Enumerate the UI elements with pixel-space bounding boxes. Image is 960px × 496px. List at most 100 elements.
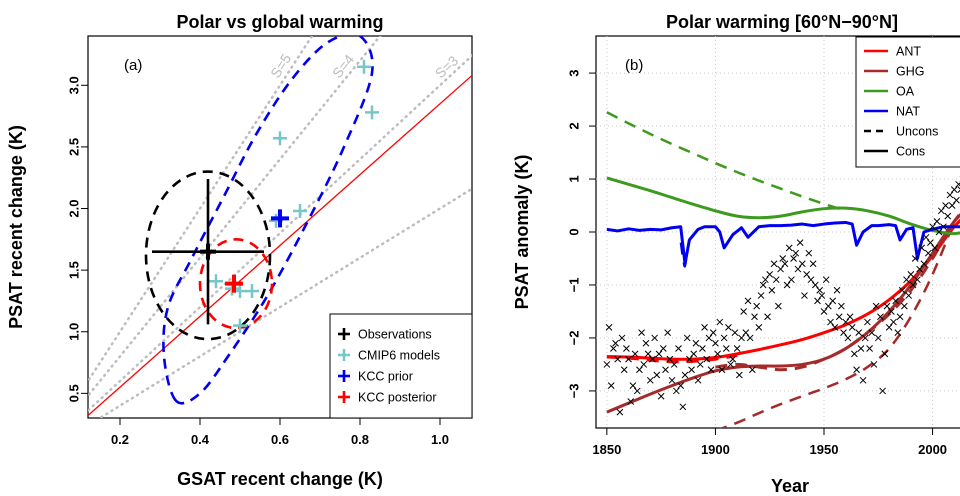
observation-marker <box>940 223 947 231</box>
legend-box <box>329 313 473 419</box>
observation-marker <box>809 260 817 268</box>
observation-marker-b <box>679 403 687 411</box>
observation-marker <box>699 345 706 352</box>
observation-marker-b <box>785 244 793 252</box>
cmip6-point <box>365 105 379 120</box>
observations-markers <box>603 175 960 416</box>
observation-marker <box>614 355 622 363</box>
legend-label: Cons <box>896 145 925 159</box>
observation-marker-b <box>742 329 750 337</box>
observation-marker <box>642 339 650 347</box>
observation-marker <box>688 366 695 374</box>
observation-marker <box>911 255 919 262</box>
slope-line <box>88 36 382 398</box>
observation-marker <box>794 265 802 273</box>
observation-marker-b <box>801 292 808 299</box>
observation-marker <box>814 297 821 305</box>
observation-marker <box>712 339 719 347</box>
observation-marker-b <box>675 345 682 352</box>
observation-marker-b <box>692 339 700 347</box>
observation-marker-b <box>746 334 754 342</box>
observation-marker <box>861 334 869 342</box>
observation-marker-b <box>833 286 841 294</box>
legend-swatch <box>338 391 350 403</box>
observation-marker-b <box>701 323 708 331</box>
observation-marker <box>842 318 850 326</box>
observation-marker-b <box>605 323 613 331</box>
observation-marker-b <box>618 334 626 342</box>
observation-marker-b <box>940 223 947 231</box>
observation-marker-b <box>705 334 713 342</box>
observation-marker <box>690 350 698 358</box>
observation-marker-b <box>816 286 824 294</box>
panel-b-legend: ANT GHG OA NAT Uncons Cons <box>855 36 960 168</box>
observation-marker <box>759 281 767 289</box>
observation-marker-b <box>748 366 756 374</box>
observation-marker-b <box>935 228 943 236</box>
observation-marker-b <box>794 265 802 273</box>
observation-marker <box>785 244 793 252</box>
observation-marker <box>735 371 743 379</box>
observation-marker-b <box>699 345 706 352</box>
observation-marker-b <box>814 297 821 305</box>
observation-marker <box>638 329 645 337</box>
observation-marker <box>798 260 806 268</box>
observation-marker-b <box>900 302 908 310</box>
observation-marker <box>714 350 721 358</box>
observation-marker <box>933 218 941 225</box>
observation-marker-b <box>842 318 850 326</box>
legend-box <box>855 36 960 168</box>
observation-marker <box>859 376 867 384</box>
observation-marker-b <box>668 376 676 384</box>
observation-marker <box>948 202 956 209</box>
y-tick-label: 0.5 <box>67 384 82 402</box>
observation-marker-b <box>846 313 854 321</box>
observation-marker <box>857 345 865 352</box>
observation-marker <box>707 366 715 374</box>
observation-marker-b <box>718 366 726 374</box>
series-oa-solid <box>606 176 960 236</box>
observation-marker <box>672 387 680 395</box>
panel-a-ylabel: PSAT recent change (K) <box>6 125 26 329</box>
observation-marker <box>931 244 939 252</box>
observation-marker <box>742 329 750 337</box>
observation-marker-b <box>777 265 784 273</box>
observation-marker-b <box>844 334 852 342</box>
observation-marker <box>885 323 893 331</box>
observation-marker <box>811 281 819 289</box>
observation-marker <box>633 387 641 395</box>
observation-marker-b <box>649 355 656 363</box>
observation-marker <box>838 302 845 310</box>
observation-marker-b <box>764 313 771 321</box>
observation-marker-b <box>636 366 643 374</box>
observation-marker-b <box>659 345 667 352</box>
observation-marker <box>725 323 732 331</box>
observation-marker <box>772 276 780 284</box>
x-tick-label: 0.4 <box>191 432 210 447</box>
x-tick-label: 0.6 <box>271 432 289 447</box>
y-tick-label: −3 <box>567 384 582 399</box>
observation-marker <box>686 355 693 363</box>
observation-marker <box>868 329 876 337</box>
slope-line <box>88 36 314 384</box>
observation-marker-b <box>894 329 902 337</box>
observation-marker-b <box>696 361 704 368</box>
observation-marker-b <box>877 313 884 321</box>
observation-marker-b <box>924 249 932 257</box>
slope-line <box>88 54 472 413</box>
legend-label: KCC posterior <box>358 391 437 405</box>
observation-marker <box>679 403 687 411</box>
observation-marker <box>770 260 778 268</box>
observation-marker <box>618 334 626 342</box>
observation-marker-b <box>879 387 886 395</box>
observation-marker <box>846 313 854 321</box>
observation-marker <box>646 376 654 384</box>
observation-marker <box>851 350 858 358</box>
observation-marker <box>840 329 847 337</box>
kcc-posterior-point <box>225 274 243 293</box>
observation-marker-b <box>655 350 663 358</box>
observation-marker-b <box>909 281 917 289</box>
observation-marker-b <box>686 355 693 363</box>
y-tick-label: 1.5 <box>67 261 82 279</box>
cmip6-point <box>357 59 371 74</box>
